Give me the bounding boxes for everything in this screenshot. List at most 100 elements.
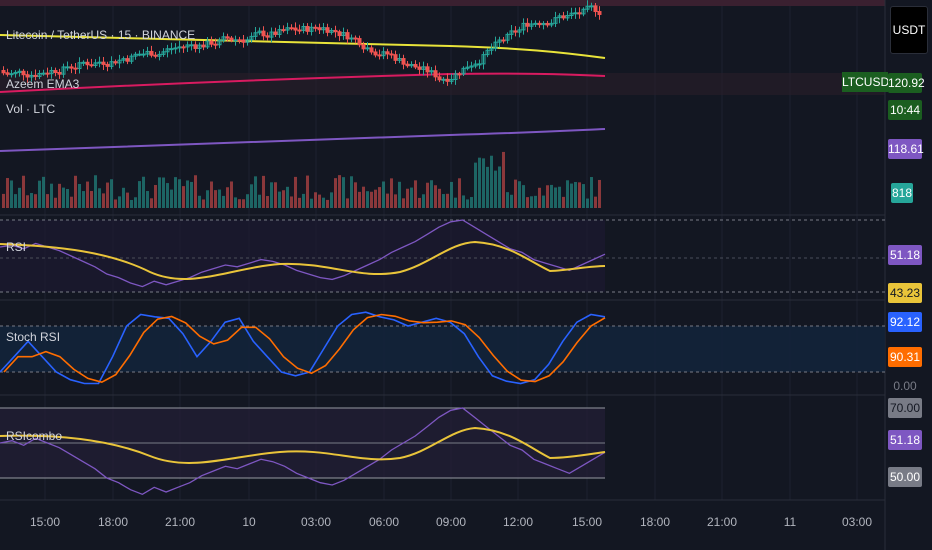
volume-bar xyxy=(590,177,593,208)
candle xyxy=(181,46,186,49)
candlestick-series xyxy=(1,0,602,86)
rsi-pane-title[interactable]: RSI xyxy=(6,240,27,254)
volume-bar xyxy=(258,194,261,208)
volume-bar xyxy=(598,179,601,208)
candle xyxy=(457,73,462,76)
x-tick-label: 06:00 xyxy=(368,515,400,529)
candle xyxy=(141,53,146,56)
candle xyxy=(185,44,190,48)
volume-bar xyxy=(418,197,421,208)
volume-label[interactable]: Vol · LTC xyxy=(6,102,56,116)
candle xyxy=(505,33,510,41)
volume-bar xyxy=(570,183,573,208)
rsicombo-pane-title[interactable]: RSIcombo xyxy=(6,429,63,443)
x-tick-label: 03:00 xyxy=(841,515,873,529)
volume-bar xyxy=(26,195,29,208)
volume-bar xyxy=(302,193,305,208)
candle xyxy=(401,58,406,65)
volume-bar xyxy=(22,175,25,208)
volume-bar xyxy=(538,187,541,208)
volume-bar xyxy=(186,180,189,208)
volume-bar xyxy=(354,182,357,208)
volume-bar xyxy=(586,198,589,208)
candle xyxy=(481,54,486,65)
candle xyxy=(561,15,566,19)
volume-bar xyxy=(70,196,73,208)
candle xyxy=(117,59,122,64)
volume-bar xyxy=(442,194,445,208)
candle xyxy=(173,47,178,50)
ema-indicator-label[interactable]: Azeem EMA3 xyxy=(6,77,80,91)
volume-bar xyxy=(438,188,441,208)
volume-bar xyxy=(402,198,405,208)
candle xyxy=(201,44,206,48)
volume-bar xyxy=(454,197,457,208)
candle xyxy=(501,39,506,42)
ema-yellow-line xyxy=(0,34,606,59)
volume-bar xyxy=(450,181,453,208)
candle xyxy=(377,54,382,57)
candle xyxy=(29,74,34,78)
volume-bar xyxy=(498,166,501,208)
candle xyxy=(149,50,154,56)
volume-bar xyxy=(358,191,361,208)
volume-bar xyxy=(478,157,481,208)
candle xyxy=(461,67,466,75)
volume-bar xyxy=(262,175,265,208)
volume-bar xyxy=(162,177,165,208)
candle xyxy=(329,29,334,33)
candle xyxy=(53,70,58,73)
candle xyxy=(537,22,542,26)
volume-bar xyxy=(510,194,513,208)
volume-bar xyxy=(50,183,53,208)
volume-bar xyxy=(90,191,93,208)
candle xyxy=(573,12,578,15)
volume-bar xyxy=(210,181,213,208)
volume-bar xyxy=(34,194,37,208)
volume-bar xyxy=(366,191,369,208)
currency-badge[interactable]: USDT xyxy=(890,6,928,54)
volume-bar xyxy=(202,199,205,208)
volume-bar xyxy=(282,190,285,208)
volume-bar xyxy=(378,187,381,208)
candle xyxy=(361,44,366,50)
candle xyxy=(225,36,230,39)
candle xyxy=(521,22,526,31)
symbol-title[interactable]: Litecoin / TetherUS · 15 · BINANCE xyxy=(6,28,196,42)
candle xyxy=(433,70,438,78)
candle xyxy=(85,61,90,66)
volume-bar xyxy=(250,184,253,208)
candle xyxy=(405,63,410,67)
candle xyxy=(581,8,586,15)
candle xyxy=(273,31,278,35)
volume-bar xyxy=(338,175,341,208)
volume-bar xyxy=(102,193,105,208)
candle xyxy=(105,63,110,67)
candle xyxy=(525,22,530,27)
volume-bar xyxy=(530,196,533,208)
volume-bar xyxy=(146,191,149,208)
candle xyxy=(281,29,286,32)
volume-bar xyxy=(138,181,141,208)
volume-bar xyxy=(310,198,313,208)
volume-bar xyxy=(158,177,161,208)
candle xyxy=(77,62,82,70)
stoch-d-line xyxy=(3,313,606,384)
candle xyxy=(509,30,514,35)
combo-top-tag: 70.00 xyxy=(888,398,922,418)
candle xyxy=(557,15,562,19)
volume-bar xyxy=(14,194,17,208)
volume-bar xyxy=(154,184,157,208)
volume-bar xyxy=(218,189,221,208)
volume-bar xyxy=(462,195,465,208)
candle xyxy=(409,64,414,67)
candle xyxy=(465,66,470,69)
candle xyxy=(193,44,198,49)
candle xyxy=(137,53,142,56)
candle xyxy=(397,58,402,61)
candle xyxy=(529,23,534,27)
stoch-pane-title[interactable]: Stoch RSI xyxy=(6,330,61,344)
x-tick-label: 18:00 xyxy=(97,515,129,529)
rsi-line xyxy=(0,219,606,288)
